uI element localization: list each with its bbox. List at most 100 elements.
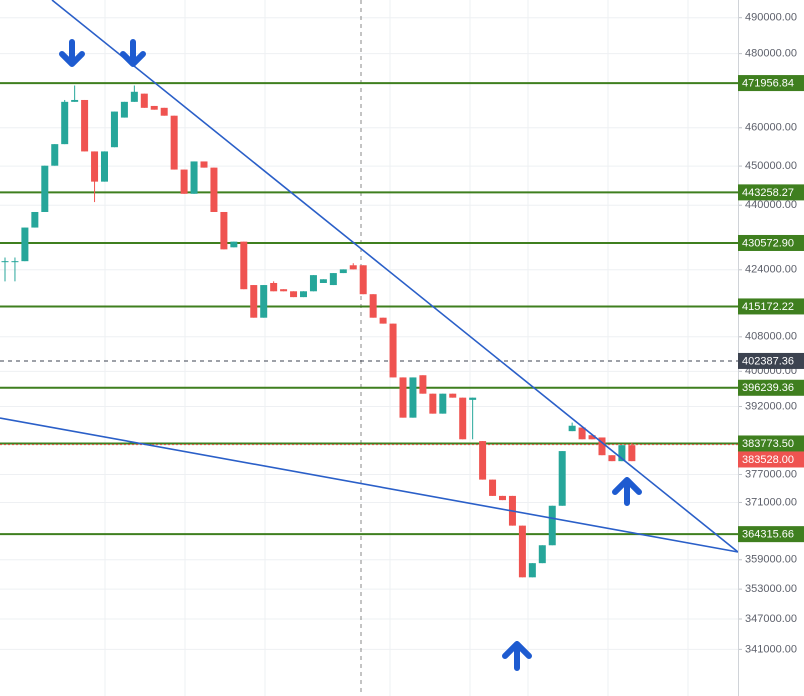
candle-body (538, 545, 546, 564)
candle-body (518, 525, 526, 578)
candle-body (548, 505, 556, 546)
candle-body (469, 397, 477, 400)
grid (104, 0, 689, 696)
candle-body (51, 144, 59, 166)
candle-body (489, 479, 497, 496)
level-label-bg (738, 526, 804, 543)
y-tick-label: 359000.00 (745, 554, 797, 566)
candle-body (110, 111, 118, 148)
candle-body (309, 275, 317, 292)
candle-body (180, 169, 188, 194)
candle-body (31, 211, 39, 228)
candle-body (389, 323, 397, 378)
level-label-bg (738, 234, 804, 251)
level-label: 402387.36 (742, 355, 794, 367)
y-tick-label: 440000.00 (745, 199, 797, 211)
level-label-bg (738, 298, 804, 315)
candle-body (449, 393, 457, 398)
candle-body (61, 101, 69, 145)
candle-body (608, 455, 616, 462)
candle-body (220, 211, 228, 250)
candle-body (379, 317, 387, 324)
candle-body (190, 161, 198, 194)
candle-body (71, 99, 79, 102)
candle-body (300, 291, 307, 298)
candle-body (101, 151, 108, 182)
candle-body (558, 451, 566, 506)
candle-body (21, 227, 29, 262)
candle-body (419, 375, 427, 394)
candle-body (429, 393, 437, 414)
candle-body (170, 115, 178, 170)
candle-body (329, 273, 337, 286)
candles (1, 85, 636, 578)
level-label: 415172.22 (742, 301, 794, 313)
candle-body (200, 161, 208, 168)
candle-body (1, 261, 9, 263)
arrow-down (59, 39, 85, 67)
candle-body (369, 294, 377, 318)
level-label-bg (738, 435, 804, 452)
trend-line (0, 417, 739, 553)
candle-body (479, 441, 487, 480)
level-label-bg (738, 451, 804, 468)
y-tick-label: 460000.00 (745, 122, 797, 134)
candle-body (628, 445, 636, 462)
candle-body (618, 445, 626, 462)
y-axis: 490000.00 480000.00 460000.00 450000.00 4400… (0, 12, 797, 655)
candle-body (598, 437, 606, 456)
y-tick-label: 341000.00 (745, 643, 797, 655)
level-label-bg (738, 184, 804, 201)
candle-body (439, 393, 447, 414)
candle-body (230, 241, 238, 248)
candle-body (270, 282, 278, 292)
level-labels: 471956.84 443258.27 430572.90 415172.22 4023… (738, 75, 804, 543)
candle-body (409, 377, 417, 418)
y-tick-label: 392000.00 (745, 400, 797, 412)
candle-body (150, 105, 158, 110)
candle-body (11, 261, 19, 263)
candle-body (528, 563, 536, 578)
level-label-bg (738, 379, 804, 396)
candle-body (399, 377, 407, 418)
candle-body (130, 91, 138, 102)
candle-body (459, 397, 467, 440)
y-tick-label: 377000.00 (745, 468, 797, 480)
y-tick-label: 371000.00 (745, 496, 797, 508)
candle-body (280, 289, 288, 292)
y-tick-label: 424000.00 (745, 264, 797, 276)
candle-body (339, 269, 347, 274)
candle-body (319, 279, 327, 283)
candle-body (91, 151, 99, 182)
candle-body (81, 99, 89, 152)
level-label: 383528.00 (742, 454, 794, 466)
level-label-bg (738, 352, 804, 369)
level-label: 383773.50 (742, 438, 794, 450)
arrows (59, 39, 642, 671)
arrow-down (120, 39, 146, 67)
candle-body (578, 427, 586, 440)
level-label: 430572.90 (742, 237, 794, 249)
candle-body (359, 265, 367, 295)
candle-body (349, 265, 357, 270)
candle-body (210, 167, 218, 212)
candle-body (250, 285, 258, 318)
arrow-up (502, 641, 532, 671)
trend-lines (0, 0, 739, 553)
level-label: 443258.27 (742, 187, 794, 199)
y-tick-label: 347000.00 (745, 613, 797, 625)
level-label: 396239.36 (742, 382, 794, 394)
candle-body (120, 101, 128, 118)
candle-body (588, 435, 596, 440)
candle-body (140, 93, 148, 108)
level-label: 364315.66 (742, 529, 794, 541)
candle-body (41, 165, 49, 212)
candle-body (290, 291, 298, 298)
candle-body (160, 107, 168, 116)
level-label-bg (738, 75, 804, 92)
candle-body (260, 285, 268, 318)
y-tick-label: 480000.00 (745, 48, 797, 60)
